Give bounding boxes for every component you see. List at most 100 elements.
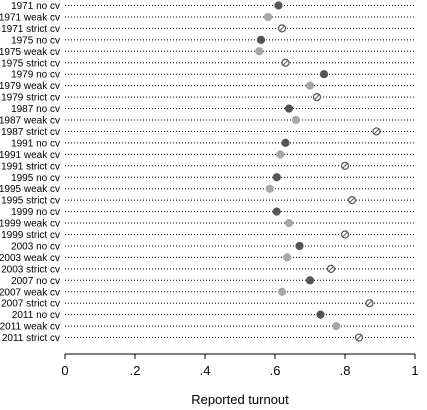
data-point-slash — [314, 94, 320, 100]
row-label: 1995 strict cv — [1, 196, 60, 207]
row-label: 1999 weak cv — [0, 219, 60, 230]
data-point-marker — [265, 184, 274, 193]
data-row: 1975 weak cv — [0, 47, 415, 58]
data-row: 2007 strict cv — [1, 299, 415, 310]
row-label: 2003 no cv — [11, 241, 60, 252]
data-row: 1999 weak cv — [0, 219, 415, 230]
row-label: 1991 strict cv — [1, 161, 60, 172]
data-row: 2011 no cv — [12, 310, 415, 321]
row-label: 2011 no cv — [12, 310, 60, 321]
data-point-marker — [316, 310, 325, 319]
data-point-marker — [319, 70, 329, 79]
data-point-marker — [283, 253, 292, 262]
data-row: 2007 weak cv — [0, 287, 415, 298]
data-point-marker — [256, 35, 266, 44]
row-label: 1971 strict cv — [1, 24, 60, 35]
data-point-marker — [291, 115, 301, 125]
data-row: 1987 no cv — [11, 104, 415, 115]
x-tick-label: .6 — [270, 363, 281, 378]
data-row: 1991 no cv — [11, 138, 415, 149]
data-point-marker — [272, 173, 281, 182]
data-point-marker — [274, 1, 283, 10]
data-point-slash — [342, 231, 348, 238]
row-label: 1987 weak cv — [0, 116, 60, 127]
data-row: 1971 no cv — [11, 1, 415, 12]
data-point-marker — [276, 150, 285, 159]
row-label: 1975 weak cv — [0, 47, 60, 58]
data-point-slash — [373, 128, 380, 135]
data-point-marker — [332, 322, 341, 331]
data-point-marker — [277, 287, 287, 296]
data-row: 1995 strict cv — [1, 196, 415, 207]
data-row: 1995 weak cv — [0, 184, 415, 195]
row-label: 1979 weak cv — [0, 81, 60, 92]
row-label: 2007 weak cv — [0, 287, 60, 298]
data-point-marker — [305, 81, 315, 90]
data-row: 1975 no cv — [11, 35, 415, 46]
data-point-marker — [281, 138, 290, 147]
data-point-marker — [284, 104, 294, 113]
data-row: 1991 strict cv — [1, 161, 415, 172]
row-label: 1991 no cv — [11, 138, 60, 149]
data-row: 1995 no cv — [11, 173, 415, 184]
data-point-slash — [282, 60, 289, 66]
x-tick-label: .8 — [340, 363, 351, 378]
data-point-slash — [366, 300, 373, 306]
data-point-slash — [328, 266, 334, 272]
data-row: 1975 strict cv — [1, 58, 415, 69]
row-label: 1995 no cv — [11, 173, 60, 184]
x-tick-label: .2 — [130, 363, 141, 378]
row-label: 1979 no cv — [11, 70, 60, 81]
data-row: 1987 weak cv — [0, 116, 415, 127]
data-row: 2003 no cv — [11, 241, 415, 252]
data-row: 1979 no cv — [11, 70, 415, 81]
data-point-marker — [284, 218, 294, 228]
x-axis-ticks: 0 .2 .4 .6 .8 1 — [61, 354, 419, 378]
data-point-slash — [349, 197, 355, 203]
row-label: 1999 no cv — [11, 207, 60, 218]
row-label: 1975 strict cv — [1, 58, 60, 69]
row-label: 2007 strict cv — [1, 299, 60, 310]
data-row: 1999 strict cv — [1, 230, 415, 241]
data-row: 1991 weak cv — [0, 150, 415, 161]
data-row: 1987 strict cv — [1, 127, 415, 138]
data-point-slash — [356, 334, 362, 341]
data-row: 1979 strict cv — [1, 93, 415, 104]
data-point-slash — [342, 163, 348, 169]
data-point-marker — [305, 276, 315, 285]
data-row: 1999 no cv — [11, 207, 415, 218]
row-label: 1971 weak cv — [0, 12, 60, 23]
x-axis-title: Reported turnout — [191, 392, 289, 407]
row-label: 2003 strict cv — [1, 264, 60, 275]
data-row: 1971 strict cv — [1, 24, 415, 35]
row-label: 1971 no cv — [11, 1, 60, 12]
row-label: 2003 weak cv — [0, 253, 60, 264]
data-point-marker — [263, 12, 273, 22]
data-row: 2011 weak cv — [0, 322, 415, 333]
row-label: 1987 no cv — [11, 104, 60, 115]
data-row: 2007 no cv — [11, 276, 415, 287]
data-point-marker — [272, 207, 281, 216]
data-row: 2011 strict cv — [2, 333, 415, 344]
row-label: 1987 strict cv — [1, 127, 60, 138]
data-point-marker — [255, 47, 264, 56]
row-label: 1979 strict cv — [1, 93, 60, 104]
data-row: 1979 weak cv — [0, 81, 415, 92]
data-point-marker — [295, 241, 304, 251]
row-label: 1999 strict cv — [1, 230, 60, 241]
row-label: 1995 weak cv — [0, 184, 60, 195]
x-tick-label: 0 — [61, 363, 68, 378]
row-label: 2011 weak cv — [0, 322, 60, 333]
x-tick-label: .4 — [200, 363, 211, 378]
row-label: 2011 strict cv — [2, 333, 60, 344]
data-row: 1971 weak cv — [0, 12, 415, 23]
row-label: 2007 no cv — [11, 276, 60, 287]
data-point-slash — [279, 25, 285, 31]
data-row: 2003 strict cv — [1, 264, 415, 275]
data-row: 2003 weak cv — [0, 253, 415, 264]
x-tick-label: 1 — [411, 363, 418, 378]
row-label: 1975 no cv — [11, 35, 60, 46]
